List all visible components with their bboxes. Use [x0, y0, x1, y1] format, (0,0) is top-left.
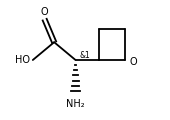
Text: NH₂: NH₂: [66, 99, 85, 109]
Text: &1: &1: [80, 51, 90, 60]
Text: HO: HO: [15, 55, 30, 65]
Text: O: O: [130, 57, 137, 67]
Text: O: O: [40, 7, 48, 17]
